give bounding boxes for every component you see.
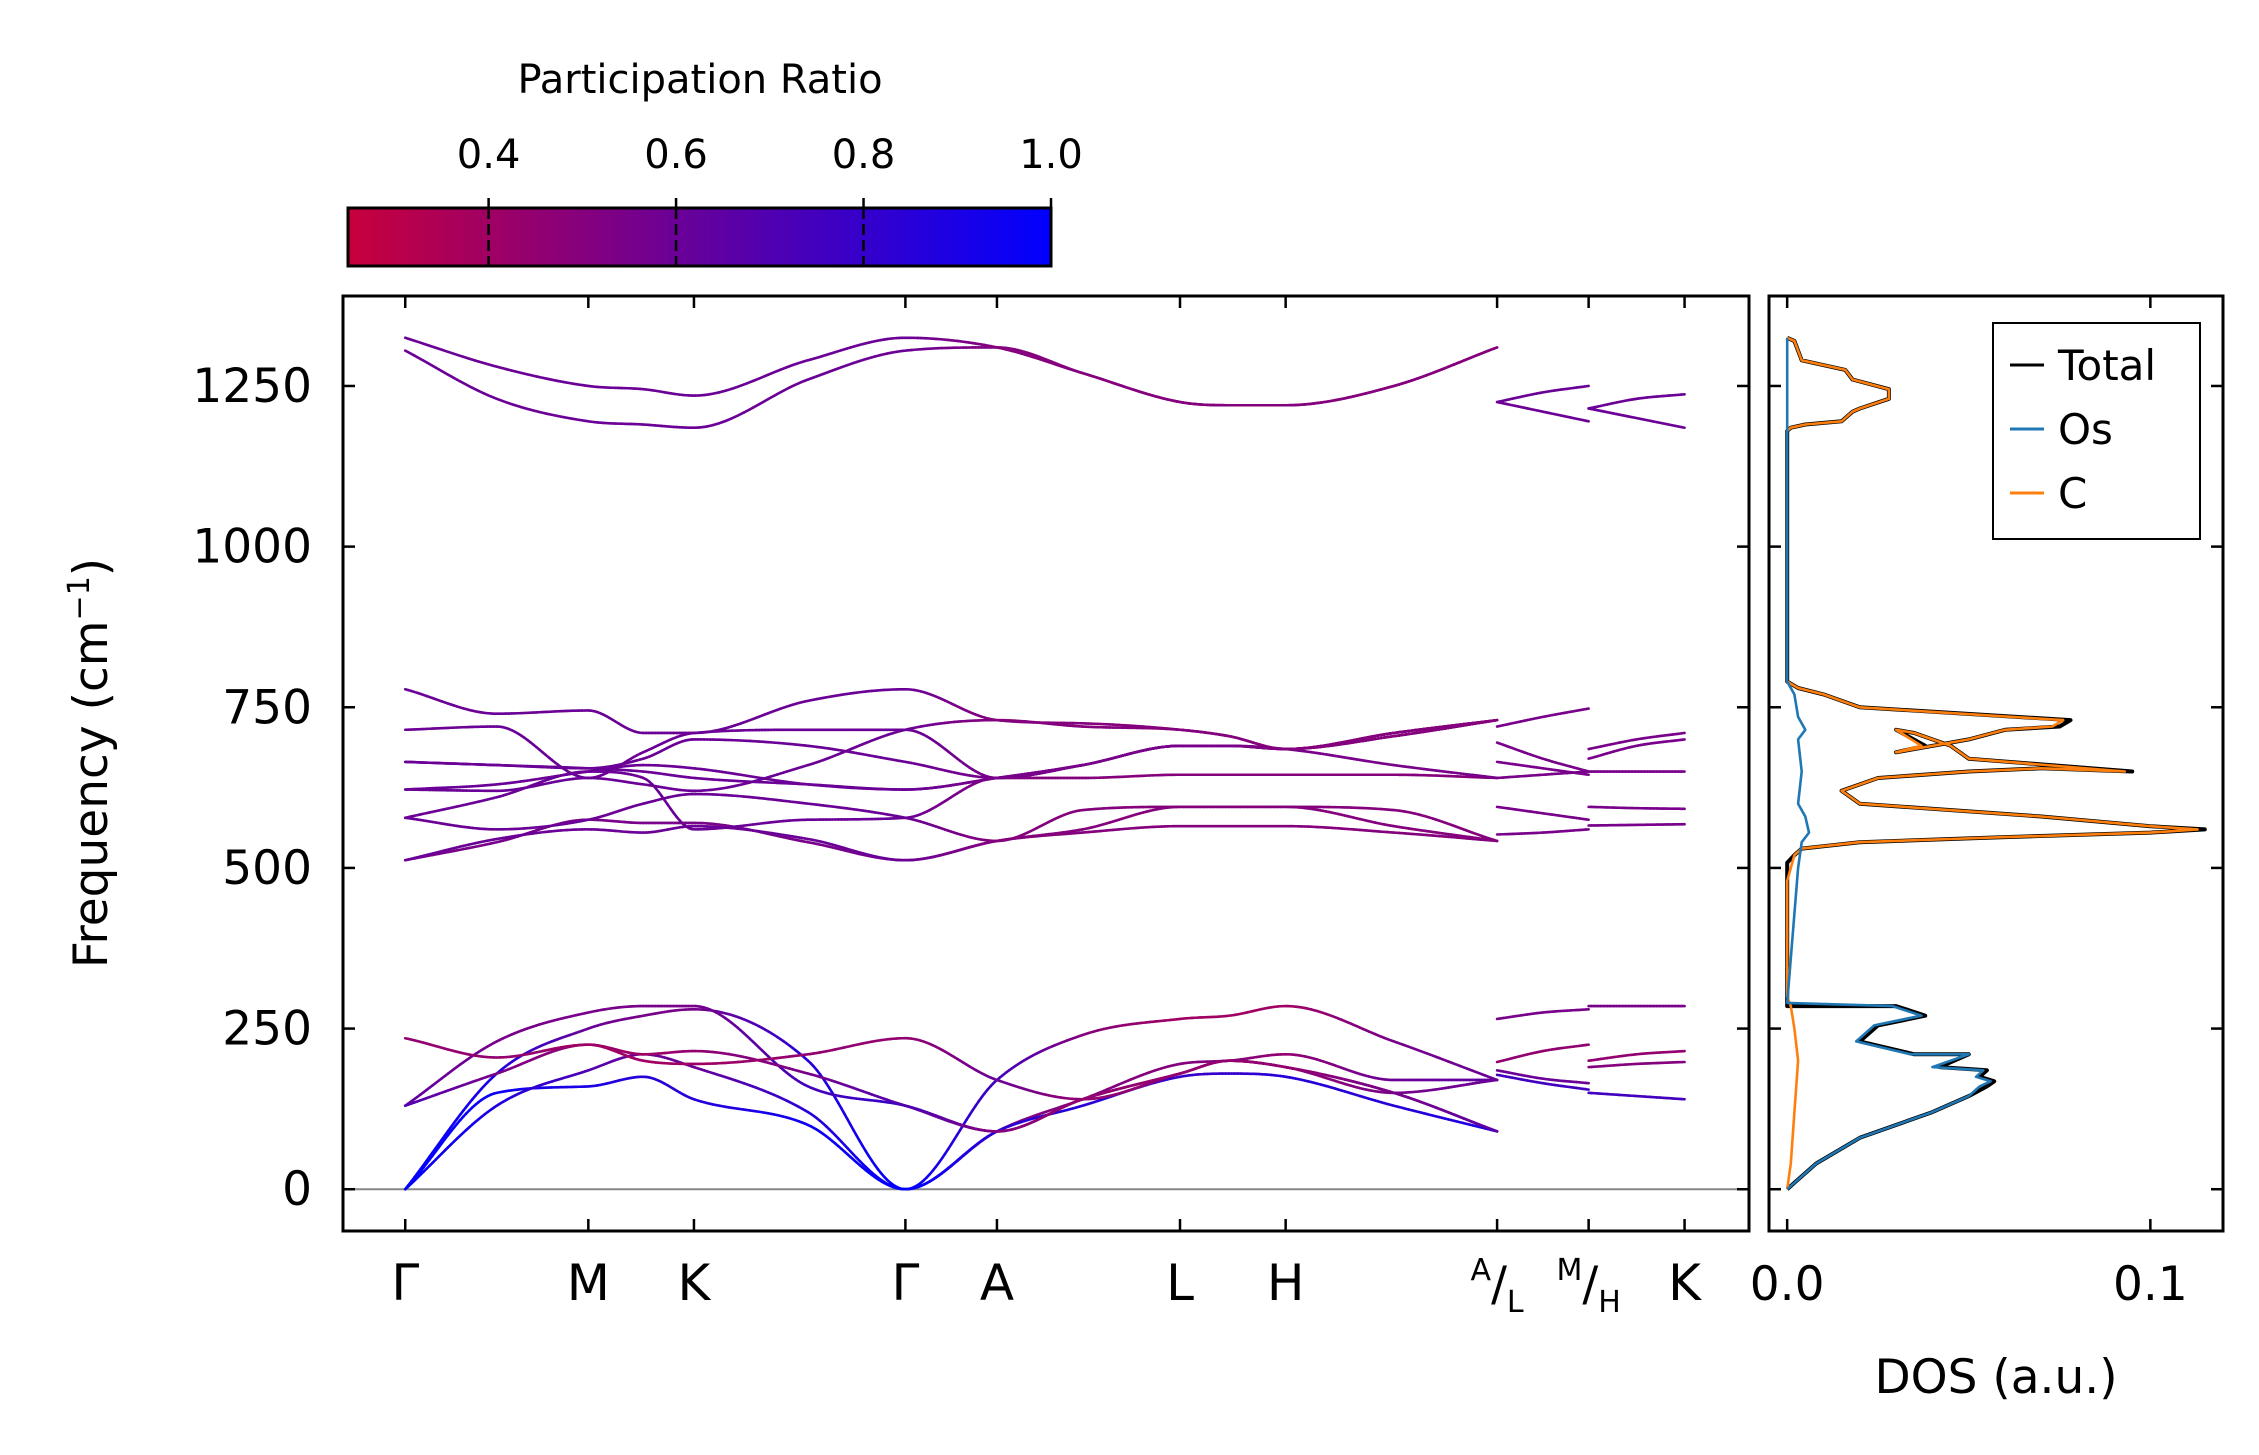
band-line-0-3 — [403, 1004, 1499, 1133]
colorbar-tick-label: 1.0 — [1019, 132, 1083, 178]
colorbar-ticks: 0.4 0.6 0.8 1.0 — [457, 132, 1083, 266]
colorbar-tick-label: 0.8 — [832, 132, 896, 178]
band-line-0-5 — [403, 1036, 1499, 1101]
colorbar-label: Participation Ratio — [517, 57, 882, 103]
band-line-0-1 — [403, 1072, 1499, 1191]
band-line-0-13 — [403, 718, 1499, 780]
colorbar-gradient — [346, 206, 1053, 268]
colorbar: Participation Ratio 0.4 0.6 0.8 1.0 — [346, 57, 1083, 268]
colorbar-tick-label: 0.6 — [644, 132, 708, 178]
band-line-piece — [1492, 1128, 1499, 1133]
band-line-0-7 — [403, 824, 1499, 862]
band-lines — [403, 336, 1686, 1191]
band-line-0-0 — [403, 1008, 1499, 1191]
band-line-piece — [1492, 838, 1499, 843]
band-line-0-8 — [403, 792, 1499, 843]
band-line-0-2 — [403, 1004, 1499, 1191]
colorbar-tick-label: 0.4 — [457, 132, 521, 178]
